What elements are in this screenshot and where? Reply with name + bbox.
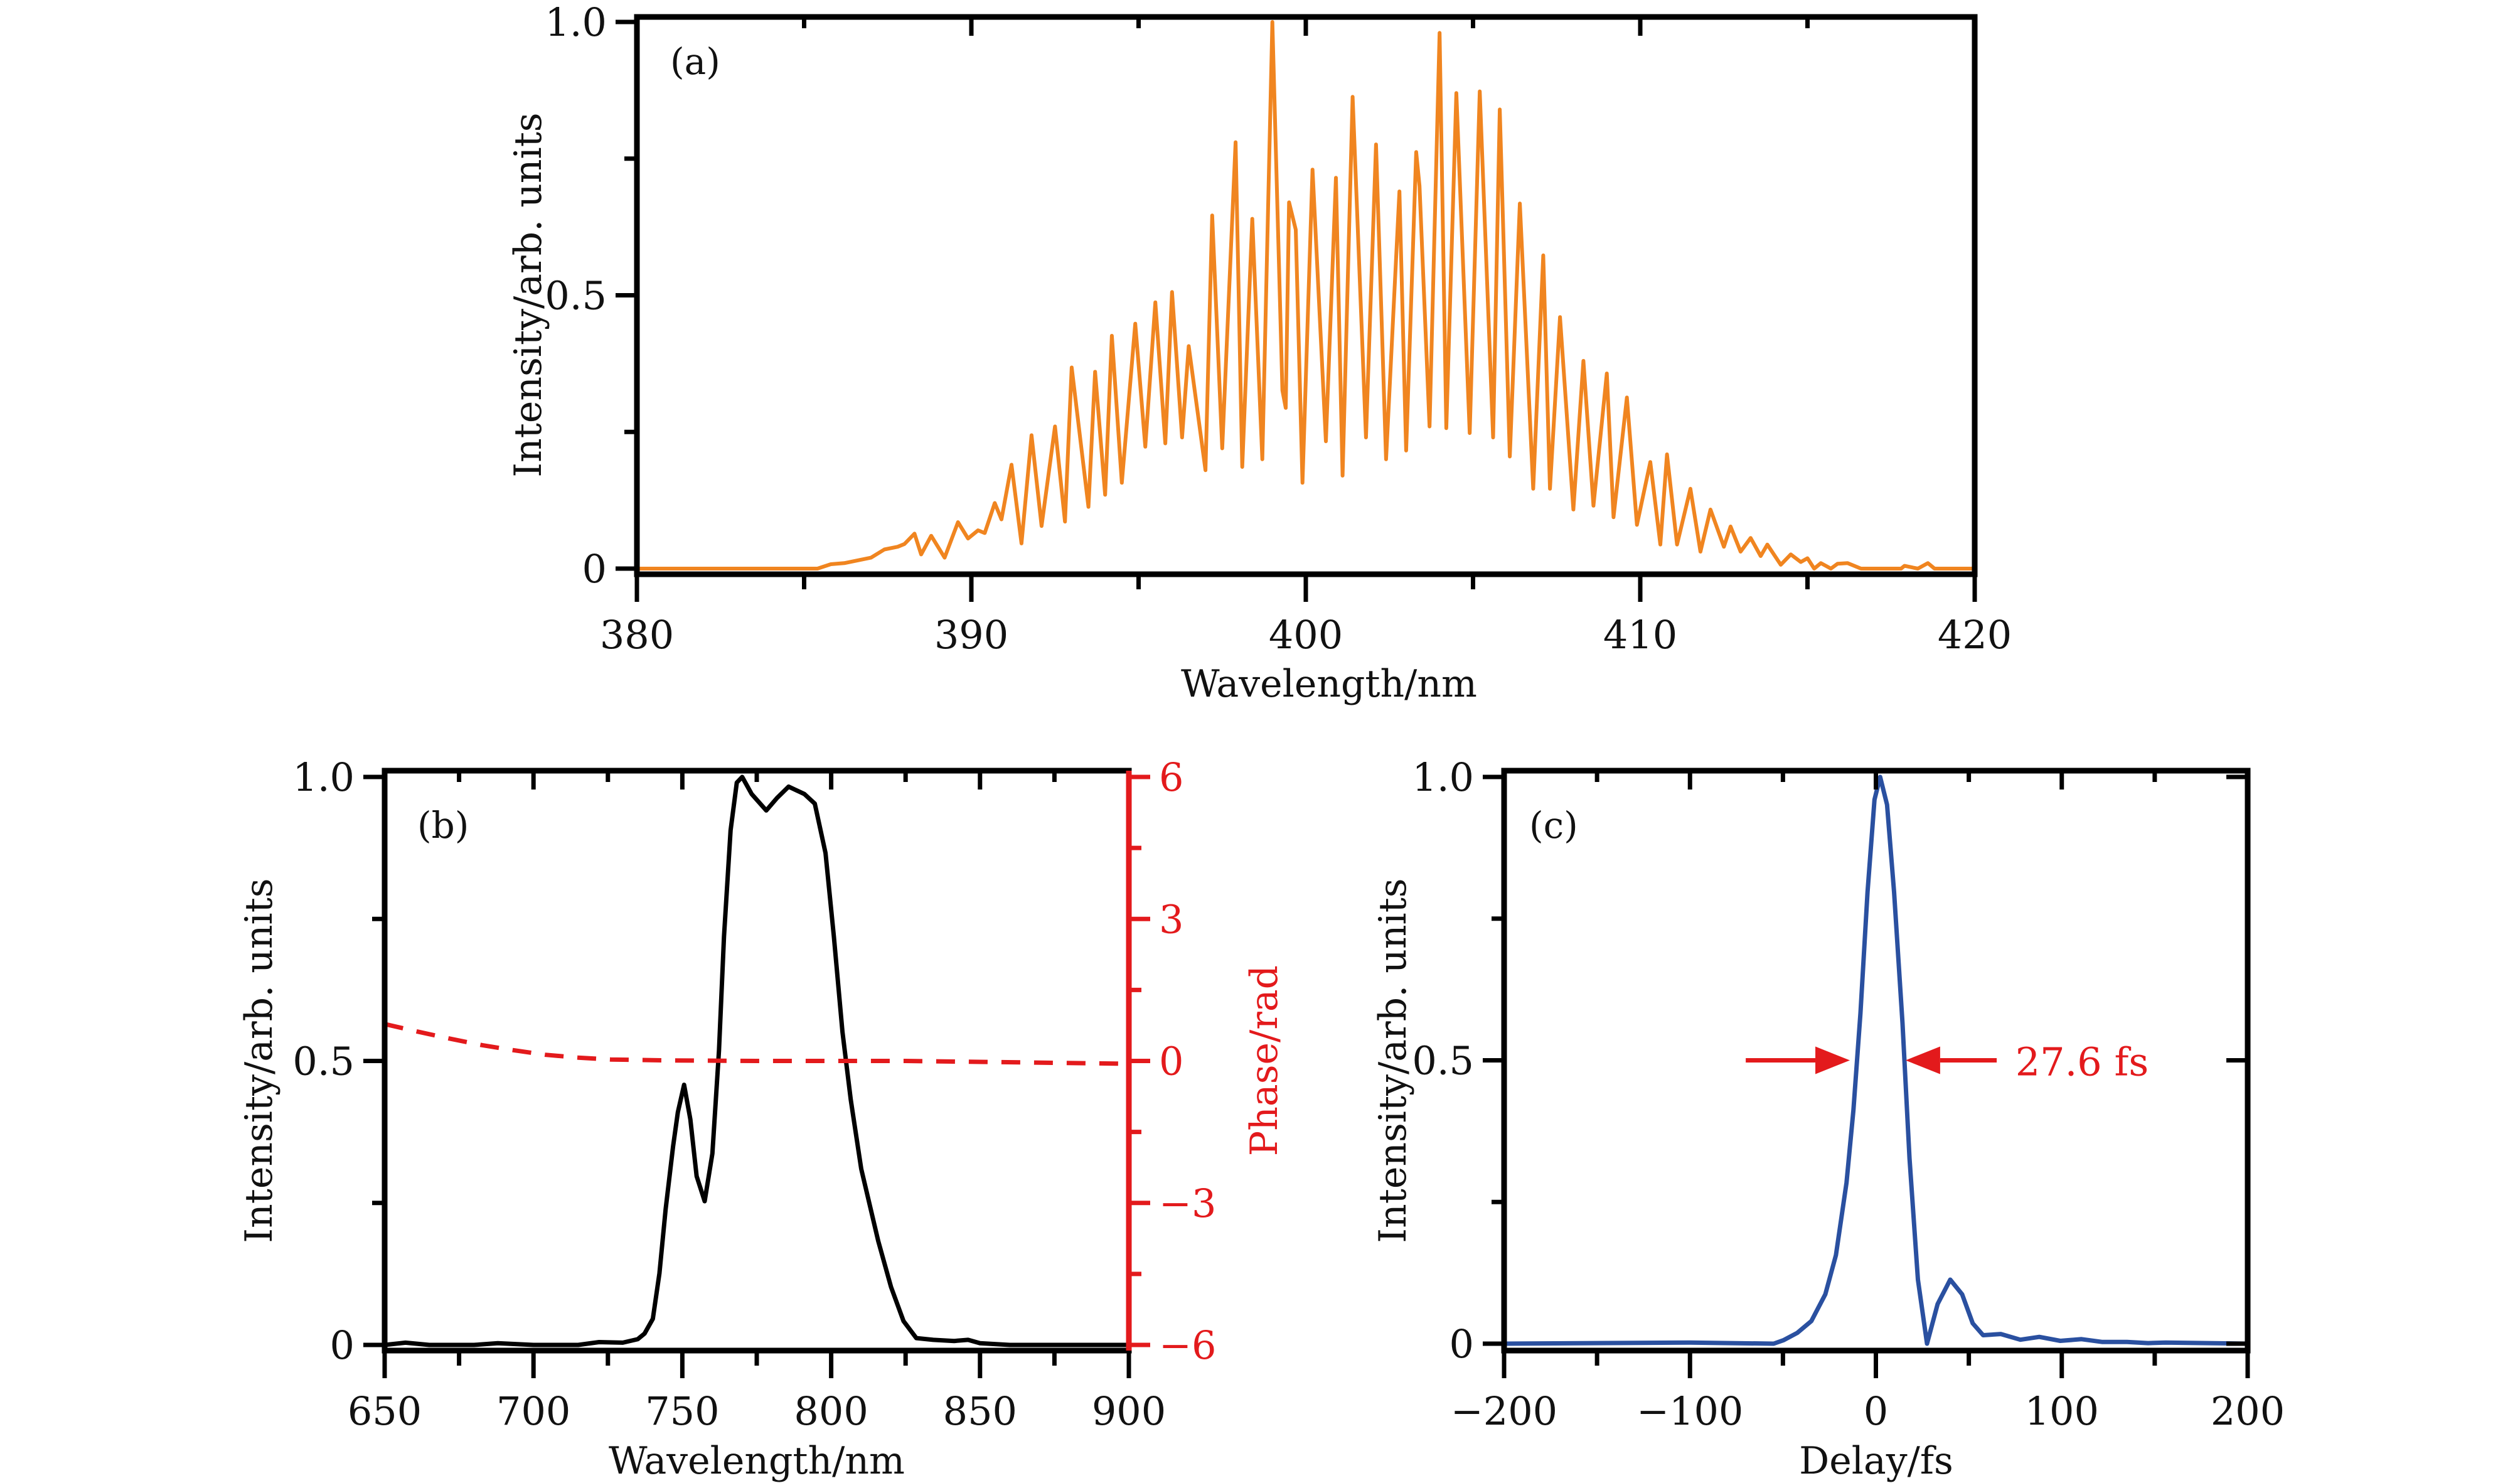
y-tick-label: 0.5 — [292, 1039, 355, 1084]
series-line-b-1 — [384, 1022, 1129, 1066]
series-line-a-0 — [637, 20, 1975, 570]
panel-b-plot: 650 700 750 800 850 900 0 0.5 1.0 −6 −3 0 3 6 — [292, 754, 1216, 1434]
panel-a-label: (a) — [670, 40, 720, 83]
panel-c-plot: −200 −100 0 100 200 0 0.5 1.0 — [1412, 754, 2285, 1434]
y-tick-label: 0.5 — [1412, 1038, 1474, 1084]
fwhm-label: 27.6 fs — [2015, 1039, 2149, 1085]
y2-tick-label: 6 — [1159, 754, 1183, 800]
y-tick-label: 0.5 — [545, 273, 607, 319]
plot-frame-a — [634, 14, 1978, 577]
y-tick-label: 1.0 — [545, 0, 607, 45]
x-tick-label: −200 — [1451, 1388, 1557, 1434]
x-tick-label: 380 — [600, 612, 674, 658]
x-tick-label: 420 — [1938, 612, 2012, 658]
panel-b-ylabel: Intensity/arb. units — [237, 878, 281, 1243]
x-tick-label: 900 — [1092, 1388, 1166, 1434]
y2-tick-label: 0 — [1159, 1039, 1183, 1084]
fwhm-left-arrow-head — [1815, 1046, 1850, 1074]
x-tick-label: 390 — [934, 612, 1008, 658]
panel-b-label: (b) — [417, 804, 469, 847]
x-tick-label: 400 — [1269, 612, 1343, 658]
y-tick-label: 1.0 — [1412, 754, 1474, 800]
x-tick-label: 850 — [943, 1388, 1017, 1434]
panel-a: 380 390 400 410 420 0 0.5 1.0 (a) Wavelength/nm… — [506, 0, 2012, 706]
y2-tick-label: −3 — [1159, 1181, 1216, 1226]
panel-a-ylabel: Intensity/arb. units — [506, 112, 550, 477]
series-line-c-0 — [1503, 774, 2248, 1346]
y2-tick-label: −6 — [1159, 1322, 1216, 1368]
y2-tick-label: 3 — [1159, 896, 1183, 942]
panel-c-xlabel: Delay/fs — [1799, 1439, 1953, 1483]
y-tick-label: 0 — [1450, 1321, 1474, 1367]
x-tick-label: 100 — [2025, 1388, 2099, 1434]
panel-c: −200 −100 0 100 200 0 0.5 1.0 (c) Delay/fs Inte… — [1371, 754, 2285, 1483]
panel-a-xlabel: Wavelength/nm — [1181, 662, 1477, 706]
x-tick-label: 650 — [348, 1388, 422, 1434]
x-tick-label: 200 — [2211, 1388, 2285, 1434]
x-tick-label: 750 — [645, 1388, 719, 1434]
panel-b: 650 700 750 800 850 900 0 0.5 1.0 −6 −3 0 3 6 (b) Wav… — [237, 754, 1286, 1483]
fwhm-right-arrow-head — [1905, 1046, 1940, 1074]
y-tick-label: 0 — [330, 1322, 355, 1368]
panel-c-ylabel: Intensity/arb. units — [1371, 878, 1415, 1243]
y-tick-label: 0 — [582, 546, 607, 592]
x-tick-label: 800 — [794, 1388, 868, 1434]
series-line-b-0 — [384, 774, 1129, 1347]
x-tick-label: 0 — [1864, 1388, 1888, 1434]
y-tick-label: 1.0 — [292, 754, 355, 800]
panel-b-xlabel: Wavelength/nm — [609, 1439, 905, 1483]
x-tick-label: −100 — [1636, 1388, 1743, 1434]
panel-c-label: (c) — [1529, 804, 1578, 847]
panel-a-plot: 380 390 400 410 420 0 0.5 1.0 — [545, 0, 2012, 658]
x-tick-label: 410 — [1603, 612, 1677, 658]
panel-b-y2label: Phase/rad — [1242, 965, 1286, 1156]
x-tick-label: 700 — [496, 1388, 570, 1434]
